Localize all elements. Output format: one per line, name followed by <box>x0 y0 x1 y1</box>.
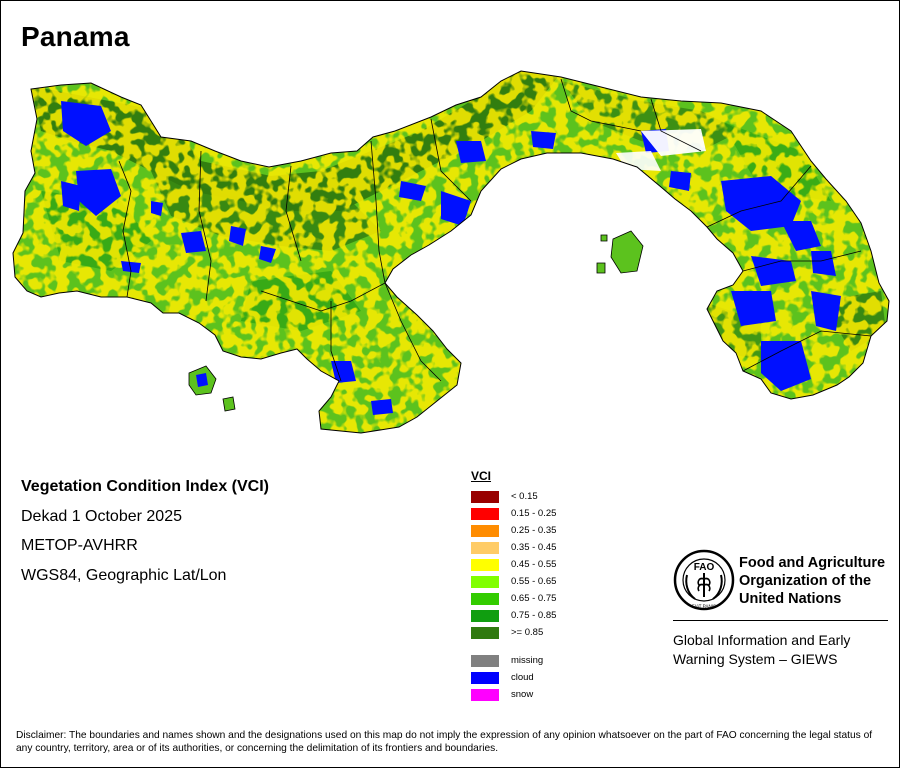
projection: WGS84, Geographic Lat/Lon <box>21 566 227 584</box>
legend-swatch <box>471 671 499 684</box>
legend-label: 0.65 - 0.75 <box>511 593 557 604</box>
logo-motto: FIAT PANIS <box>692 604 716 609</box>
legend-label: < 0.15 <box>511 491 538 502</box>
legend-swatch <box>471 490 499 503</box>
legend-swatch <box>471 541 499 554</box>
admin-boundaries <box>118 78 872 382</box>
legend-row: 0.15 - 0.25 <box>471 505 556 522</box>
legend-label: cloud <box>511 672 534 683</box>
vci-legend: VCI < 0.15 0.15 - 0.25 0.25 - 0.35 0.35 - 0… <box>471 469 556 703</box>
legend-label: 0.25 - 0.35 <box>511 525 557 536</box>
legend-row: < 0.15 <box>471 488 556 505</box>
legend-title: VCI <box>471 469 492 483</box>
legend-row: snow <box>471 686 556 703</box>
legend-swatch <box>471 609 499 622</box>
dekad-date: Dekad 1 October 2025 <box>21 507 182 525</box>
islands <box>188 230 644 412</box>
legend-swatch <box>471 688 499 701</box>
legend-row: 0.45 - 0.55 <box>471 556 556 573</box>
index-name: Vegetation Condition Index (VCI) <box>21 478 269 495</box>
legend-swatch <box>471 592 499 605</box>
legend-label: 0.35 - 0.45 <box>511 542 557 553</box>
legend-label: 0.75 - 0.85 <box>511 610 557 621</box>
legend-label: missing <box>511 655 544 666</box>
legend-swatch <box>471 524 499 537</box>
legend-row: cloud <box>471 669 556 686</box>
legend-label: 0.45 - 0.55 <box>511 559 557 570</box>
giews-name: Global Information and Early Warning Sys… <box>673 632 851 667</box>
logo-divider <box>673 620 888 621</box>
legend-swatch <box>471 626 499 639</box>
fao-logo-block: FAO FIAT PANIS Food and Agriculture Orga… <box>673 549 888 667</box>
map-info: Vegetation Condition Index (VCI) Dekad 1… <box>21 477 269 595</box>
legend-row: missing <box>471 652 556 669</box>
legend-row: >= 0.85 <box>471 624 556 641</box>
legend-swatch <box>471 654 499 667</box>
disclaimer: Disclaimer: The boundaries and names sho… <box>16 730 873 754</box>
legend-swatch <box>471 575 499 588</box>
legend-label: 0.15 - 0.25 <box>511 508 557 519</box>
legend-row: 0.75 - 0.85 <box>471 607 556 624</box>
legend-label: 0.55 - 0.65 <box>511 576 557 587</box>
legend-row: 0.25 - 0.35 <box>471 522 556 539</box>
fao-emblem-icon: FAO FIAT PANIS <box>673 549 735 611</box>
map-title: Panama <box>21 21 130 52</box>
legend-swatch <box>471 507 499 520</box>
org-name: Food and Agriculture Organization of the… <box>739 555 886 607</box>
legend-label: snow <box>511 689 534 700</box>
legend-label: >= 0.85 <box>511 627 544 638</box>
sensor-name: METOP-AVHRR <box>21 537 138 554</box>
legend-row: 0.55 - 0.65 <box>471 573 556 590</box>
legend-swatch <box>471 558 499 571</box>
logo-letters: FAO <box>694 562 715 573</box>
legend-row: 0.35 - 0.45 <box>471 539 556 556</box>
legend-row: 0.65 - 0.75 <box>471 590 556 607</box>
